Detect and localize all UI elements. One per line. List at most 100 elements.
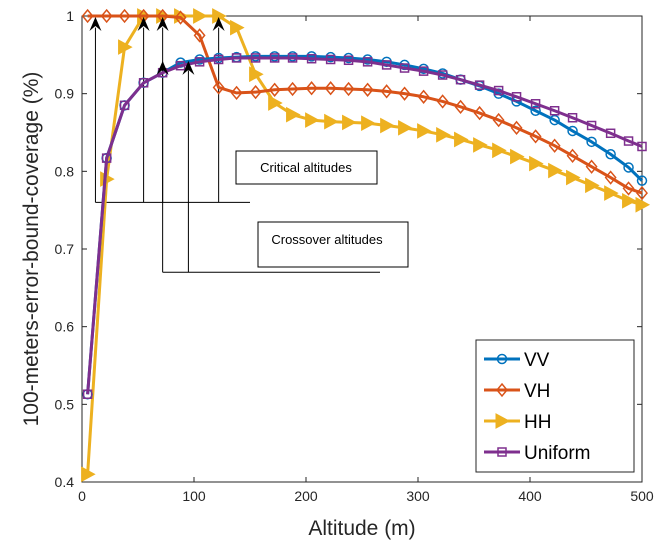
critical-arrow	[212, 17, 225, 31]
critical-arrow	[137, 17, 150, 31]
data-point-uniform	[287, 53, 298, 63]
data-point-uniform	[325, 54, 336, 65]
data-point-uniform	[343, 55, 354, 66]
legend-label: Uniform	[524, 443, 591, 464]
critical-arrow	[89, 17, 102, 31]
data-point-hh	[361, 115, 376, 132]
legend-item-hh: HH	[484, 412, 551, 433]
data-point-vv	[605, 148, 616, 160]
data-point-vh	[212, 80, 225, 95]
data-point-uniform	[567, 112, 578, 123]
crossover-label: Crossover altitudes	[271, 232, 383, 247]
y-axis-title: 100-meters-error-bound-coverage (%)	[20, 72, 43, 427]
series-vh	[81, 8, 648, 201]
legend-label: VV	[524, 350, 550, 371]
data-point-uniform	[269, 53, 280, 63]
data-point-vh	[636, 185, 648, 201]
critical-label: Critical altitudes	[260, 160, 352, 175]
data-point-vh	[305, 81, 318, 96]
data-point-hh	[193, 8, 208, 24]
data-point-uniform	[231, 53, 242, 63]
data-point-hh	[268, 95, 283, 111]
data-point-hh	[548, 162, 563, 179]
data-point-vv	[636, 175, 648, 186]
data-point-hh	[436, 126, 451, 143]
data-point-vh	[622, 181, 635, 196]
data-point-vh	[249, 84, 262, 100]
data-point-vh	[324, 81, 337, 96]
tick-labels: 0 100 200 300 400 500 0.4 0.5 0.6 0.7 0.8 0.9 1	[55, 8, 654, 504]
data-point-vh	[342, 81, 355, 97]
data-point-uniform	[493, 85, 504, 96]
data-point-hh	[585, 177, 600, 194]
data-point-vh	[230, 85, 243, 101]
y-tick-label: 0.5	[55, 396, 75, 412]
data-point-vv	[623, 162, 634, 173]
data-point-hh	[622, 193, 637, 209]
legend-item-vv: VV	[484, 350, 550, 371]
data-point-uniform	[605, 128, 616, 139]
data-point-vv	[549, 114, 560, 126]
data-point-hh	[81, 466, 96, 483]
legend-box	[475, 339, 635, 473]
series-uniform	[82, 53, 647, 399]
data-point-vv	[567, 125, 578, 137]
legend-item-uniform: Uniform	[484, 443, 591, 464]
data-point-vh	[118, 8, 131, 24]
data-point-uniform	[586, 120, 597, 131]
data-point-uniform	[418, 66, 429, 76]
data-point-hh	[529, 155, 544, 172]
data-point-hh	[492, 142, 507, 159]
data-point-uniform	[530, 99, 541, 109]
data-point-vh	[380, 84, 393, 99]
data-point-vh	[286, 81, 299, 97]
legend-marker	[496, 382, 508, 398]
crossover-box	[257, 221, 409, 268]
legend-marker	[495, 413, 511, 429]
data-point-vh	[510, 120, 523, 136]
data-point-uniform	[381, 60, 392, 70]
legend-label: VH	[524, 381, 550, 402]
data-point-hh	[286, 106, 301, 123]
data-point-vv	[586, 136, 597, 148]
data-point-uniform	[511, 92, 522, 102]
data-point-uniform	[175, 60, 186, 71]
data-point-uniform	[474, 80, 485, 90]
data-point-hh	[342, 114, 357, 131]
x-axis-title: Altitude (m)	[308, 517, 415, 540]
data-point-hh	[324, 113, 339, 130]
x-tick-label: 0	[78, 488, 86, 504]
data-point-vh	[529, 129, 542, 144]
data-point-uniform	[194, 57, 205, 67]
data-point-vh	[268, 82, 281, 97]
data-point-uniform	[119, 100, 130, 111]
data-point-vh	[548, 138, 561, 153]
data-point-vh	[604, 170, 617, 185]
data-point-uniform	[549, 106, 560, 116]
data-point-vv	[530, 105, 541, 117]
series-line-uniform	[86, 56, 643, 395]
y-tick-label: 0.9	[55, 86, 75, 102]
y-tick-label: 1	[66, 8, 74, 24]
data-point-hh	[510, 148, 525, 165]
data-point-vh	[193, 28, 206, 43]
legend: VV VH HH Uniform	[475, 339, 635, 473]
data-point-hh	[454, 131, 469, 148]
data-point-vh	[398, 86, 411, 101]
series-hh	[81, 8, 651, 483]
legend-item-vh: VH	[484, 381, 550, 402]
data-point-vh	[436, 94, 449, 109]
data-point-uniform	[437, 70, 448, 80]
y-tick-label: 0.4	[55, 474, 75, 490]
data-point-vh	[566, 148, 579, 163]
data-point-hh	[230, 19, 245, 36]
data-point-uniform	[82, 389, 93, 399]
data-point-uniform	[101, 153, 112, 163]
x-tick-label: 200	[294, 488, 318, 504]
x-tick-label: 400	[518, 488, 542, 504]
crossover-arrow	[156, 60, 169, 75]
x-tick-label: 300	[406, 488, 430, 504]
data-point-uniform	[250, 53, 261, 63]
data-point-vh	[361, 82, 374, 97]
